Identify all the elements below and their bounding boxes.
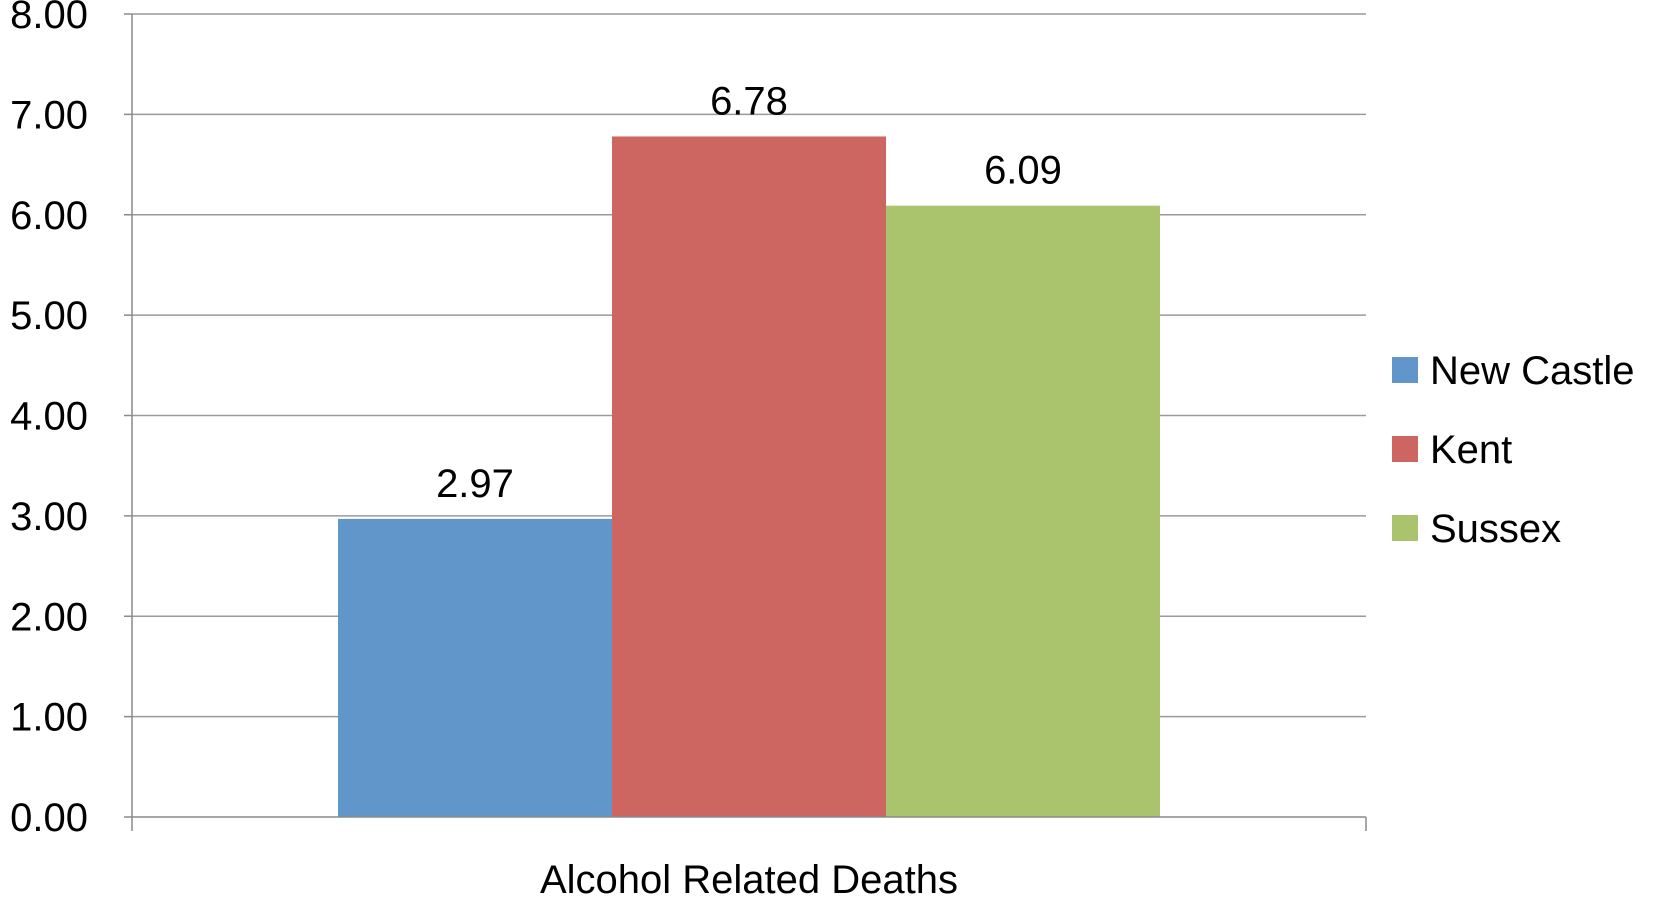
- bars: [338, 136, 1160, 817]
- x-category-labels: Alcohol Related Deaths: [540, 858, 958, 900]
- x-category-label: Alcohol Related Deaths: [540, 858, 958, 900]
- bar-new-castle: [338, 518, 612, 817]
- legend-swatch: [1392, 515, 1418, 541]
- y-tick-label: 2.00: [10, 595, 88, 639]
- bar-sussex: [886, 205, 1160, 817]
- y-tick-label: 1.00: [10, 696, 88, 740]
- y-tick-label: 3.00: [10, 495, 88, 539]
- y-tick-labels: 0.00 1.00 2.00 3.00 4.00 5.00 6.00 7.00 8.00: [10, 0, 88, 840]
- bar-kent: [612, 136, 886, 817]
- legend-swatch: [1392, 357, 1418, 383]
- axes: [124, 13, 1367, 831]
- data-label: 6.09: [984, 149, 1062, 193]
- y-tick-label: 6.00: [10, 194, 88, 238]
- legend-label: Kent: [1430, 428, 1512, 472]
- y-tick-label: 4.00: [10, 395, 88, 439]
- data-label: 2.97: [436, 462, 514, 506]
- y-tick-label: 0.00: [10, 796, 88, 840]
- data-labels: 2.97 6.78 6.09: [436, 79, 1062, 505]
- legend: New Castle Kent Sussex: [1392, 349, 1635, 551]
- y-tick-label: 7.00: [10, 93, 88, 137]
- y-tick-label: 5.00: [10, 294, 88, 338]
- data-label: 6.78: [710, 79, 788, 123]
- legend-label: New Castle: [1430, 349, 1635, 393]
- legend-swatch: [1392, 436, 1418, 462]
- legend-label: Sussex: [1430, 507, 1561, 551]
- y-tick-label: 8.00: [10, 0, 88, 37]
